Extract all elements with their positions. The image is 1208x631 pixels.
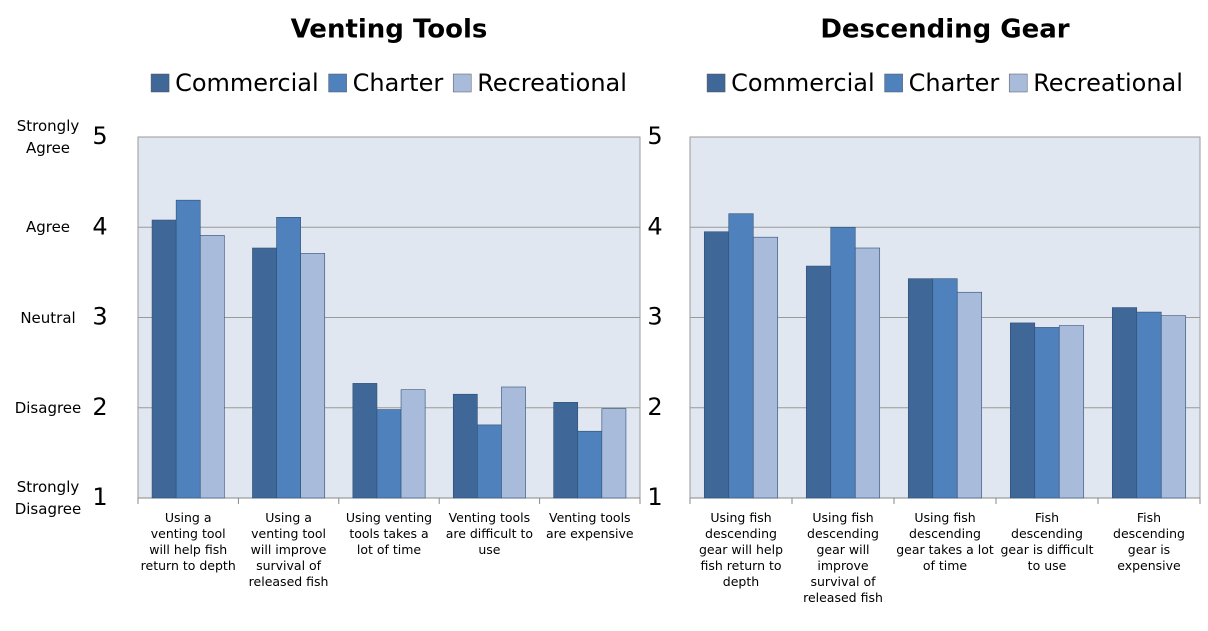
category-text: Venting tools are difficult to use bbox=[445, 510, 534, 557]
y-description: Strongly Disagree bbox=[14, 478, 82, 518]
bar bbox=[276, 217, 301, 499]
y-tick-label: 2 bbox=[92, 393, 107, 421]
bar bbox=[376, 409, 402, 499]
x-tick-label: Fish descending gear is difficult to use bbox=[1000, 510, 1094, 573]
bar bbox=[956, 291, 983, 499]
x-tick-label: Using fish descending gear will improve … bbox=[803, 510, 883, 605]
legend-swatch bbox=[150, 73, 170, 93]
category-text: Using a venting tool will improve surviv… bbox=[248, 510, 329, 589]
x-tick-label: Using fish descending gear will help fis… bbox=[698, 510, 784, 589]
bar bbox=[805, 265, 832, 499]
bar bbox=[452, 393, 478, 499]
y-description-text: Agree bbox=[25, 218, 71, 237]
y-tick-label: 4 bbox=[92, 212, 107, 240]
bar bbox=[553, 402, 579, 499]
legend-swatch bbox=[884, 73, 903, 93]
legend-label: Commercial bbox=[731, 69, 875, 97]
x-tick-label: Venting tools are difficult to use bbox=[445, 510, 534, 557]
x-tick-label: Using venting tools takes a lot of time bbox=[345, 510, 433, 557]
y-description: Disagree bbox=[14, 398, 82, 417]
category-text: Using a venting tool will help fish retu… bbox=[140, 510, 236, 573]
category-text: Using fish descending gear will help fis… bbox=[698, 510, 784, 589]
x-tick-label: Using a venting tool will improve surviv… bbox=[248, 510, 329, 589]
y-tick-label: 3 bbox=[647, 303, 662, 331]
y-tick-label: 5 bbox=[92, 122, 107, 150]
legend-label: Recreational bbox=[477, 69, 627, 97]
x-tick-label: Using a venting tool will help fish retu… bbox=[140, 510, 236, 573]
y-tick-label: 1 bbox=[92, 483, 107, 511]
bar bbox=[352, 383, 378, 499]
legend-label: Recreational bbox=[1033, 69, 1183, 97]
category-text: Venting tools are expensive bbox=[545, 510, 634, 541]
bar bbox=[601, 408, 627, 499]
bar bbox=[400, 389, 426, 499]
category-text: Using fish descending gear takes a lot o… bbox=[896, 510, 994, 573]
bar bbox=[728, 213, 754, 499]
x-tick-label: Using fish descending gear takes a lot o… bbox=[896, 510, 994, 573]
legend-swatch bbox=[706, 73, 726, 93]
y-tick-label: 4 bbox=[647, 212, 662, 240]
bar bbox=[300, 253, 326, 499]
chart-title: Descending Gear bbox=[820, 15, 1069, 45]
bar bbox=[752, 236, 779, 499]
category-text: Using fish descending gear will improve … bbox=[803, 510, 883, 605]
y-description: Agree bbox=[25, 218, 71, 237]
legend: Commercial Charter Recreational bbox=[150, 69, 627, 97]
bar bbox=[1136, 311, 1162, 499]
bar bbox=[1111, 307, 1138, 499]
legend-label: Charter bbox=[353, 69, 444, 97]
bar bbox=[1058, 325, 1085, 499]
category-text: Using venting tools takes a lot of time bbox=[345, 510, 433, 557]
chart-title: Venting Tools bbox=[291, 15, 488, 45]
category-text: Fish descending gear is difficult to use bbox=[1000, 510, 1094, 573]
bar bbox=[501, 386, 526, 499]
legend-swatch bbox=[452, 73, 472, 93]
legend-swatch bbox=[1008, 73, 1028, 93]
legend-label: Commercial bbox=[175, 69, 319, 97]
bar bbox=[703, 231, 730, 499]
y-description-text: Neutral bbox=[20, 308, 76, 327]
legend-label: Charter bbox=[909, 69, 1000, 97]
y-description: Strongly Agree bbox=[16, 117, 80, 157]
y-tick-label: 3 bbox=[92, 303, 107, 331]
x-tick-label: Fish descending gear is expensive bbox=[1113, 510, 1185, 573]
y-description: Neutral bbox=[20, 308, 76, 327]
y-description-text: Strongly Agree bbox=[16, 117, 80, 157]
bar bbox=[175, 199, 201, 499]
bar bbox=[854, 247, 881, 499]
category-text: Fish descending gear is expensive bbox=[1113, 510, 1185, 573]
y-tick-label: 1 bbox=[647, 483, 662, 511]
bar bbox=[932, 278, 958, 499]
bar bbox=[252, 247, 277, 499]
bar bbox=[907, 278, 934, 499]
bar bbox=[199, 235, 225, 499]
bar bbox=[577, 430, 603, 499]
y-description-text: Strongly Disagree bbox=[14, 478, 82, 518]
y-description-text: Disagree bbox=[14, 398, 82, 417]
legend: Commercial Charter Recreational bbox=[706, 69, 1183, 97]
bar bbox=[1009, 322, 1036, 499]
bar bbox=[151, 219, 177, 499]
y-tick-label: 2 bbox=[647, 393, 662, 421]
legend-swatch bbox=[328, 73, 347, 93]
bar bbox=[1160, 315, 1187, 499]
y-tick-label: 5 bbox=[647, 122, 662, 150]
x-tick-label: Venting tools are expensive bbox=[545, 510, 634, 541]
bar bbox=[830, 226, 856, 499]
bar bbox=[1034, 327, 1060, 499]
bar bbox=[477, 424, 502, 499]
